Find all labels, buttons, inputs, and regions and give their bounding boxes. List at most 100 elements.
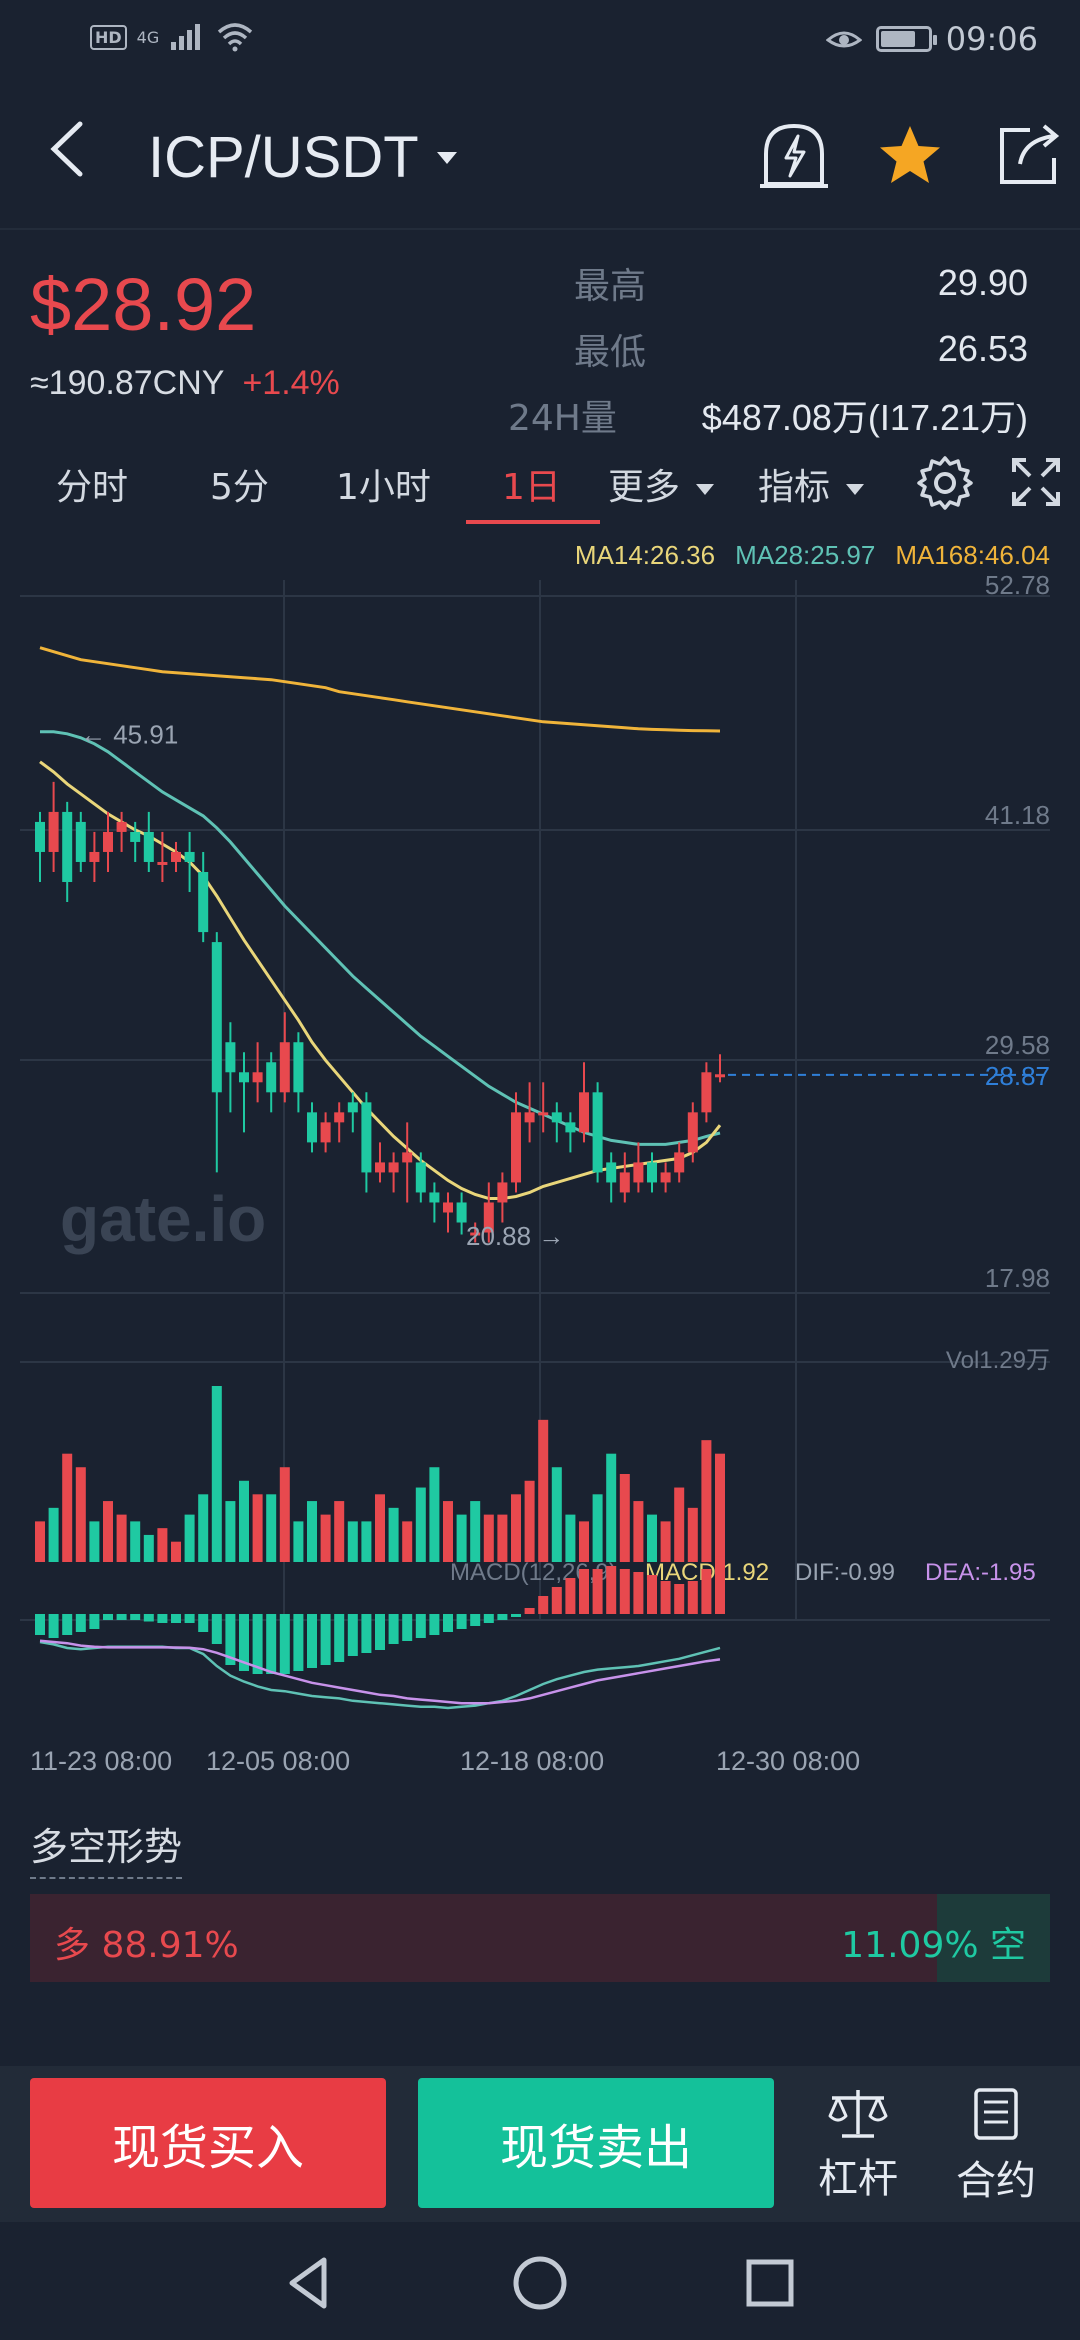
stat-value: 29.90 [937,262,1028,303]
candle-body [415,1162,426,1193]
volume-bar [443,1501,453,1562]
signal-icon [171,24,201,50]
stat-value: $487.08万(I17.21万) [701,397,1028,438]
candle-body [402,1152,413,1163]
candle-body [592,1092,603,1173]
candle-body [211,942,222,1093]
price-alert-icon[interactable] [756,118,832,194]
macd-bar [524,1608,535,1614]
sentiment-short-label: 11.09% 空 [841,1925,1026,1966]
candle-body [171,851,181,862]
macd-bar [252,1614,263,1674]
volume-bar [35,1521,45,1562]
spot-sell-button[interactable]: 现货卖出 [418,2078,774,2208]
nav-recents-icon[interactable] [735,2248,805,2318]
back-arrow-icon[interactable] [40,114,100,184]
volume-bar [524,1480,535,1562]
candle-body [279,1042,290,1093]
candle-body [198,871,209,933]
ma14-line [39,760,722,1200]
macd-bar [375,1614,385,1650]
candle-body [687,1112,698,1153]
volume-bar [225,1501,236,1562]
dea-line [39,1639,721,1705]
volume-bar [48,1507,59,1562]
contract-button[interactable]: 合约 [936,2086,1056,2206]
star-icon[interactable] [872,118,948,194]
macd-bar [674,1584,685,1614]
nav-back-icon[interactable] [274,2248,344,2318]
price-tick-label: 29.58 [985,1030,1050,1060]
macd-bar [660,1581,671,1614]
candle-body [184,851,195,862]
volume-bar [75,1467,86,1562]
macd-bar [456,1614,467,1629]
tab-1hour[interactable]: 1小时 [336,467,431,508]
candle-body [647,1162,657,1183]
candle-body [130,831,141,842]
macd-bar [293,1614,304,1671]
macd-bar [184,1614,195,1623]
candle-body [674,1152,685,1173]
macd-bar [62,1614,73,1635]
share-icon[interactable] [990,118,1066,194]
tab-1day[interactable]: 1日 [502,467,561,508]
ma14-legend: MA14:26.36 [574,540,716,570]
candle-body [483,1202,494,1233]
spot-buy-button[interactable]: 现货买入 [30,2078,386,2208]
candle-body [443,1202,453,1213]
volume-bar [157,1528,168,1562]
macd-bar [239,1614,249,1671]
candle-body [619,1172,630,1193]
candle-body [334,1112,345,1123]
price-tick-label: 41.18 [985,800,1050,830]
last-price-label: 28.87 [985,1061,1050,1091]
candle-body [320,1122,331,1143]
volume-bar [470,1501,481,1562]
nav-home-icon[interactable] [505,2248,575,2318]
candle-body [551,1112,562,1123]
fullscreen-icon[interactable] [1010,456,1062,508]
volume-bar [198,1494,209,1562]
macd-bar [307,1614,317,1668]
candle-body [375,1162,385,1173]
macd-bar [279,1614,290,1674]
stat-label: 最高 [574,266,647,307]
sentiment-title[interactable]: 多空形势 [30,1816,183,1879]
candle-body [35,821,45,852]
volume-bar [511,1494,521,1562]
price-change: +1.4% [242,364,340,402]
macd-bar [103,1614,113,1620]
volume-bar [674,1487,685,1562]
time-axis-label: 12-30 08:00 [716,1746,860,1776]
tab-indicators[interactable]: 指标 [758,458,865,510]
tab-more[interactable]: 更多 [608,458,715,510]
eye-icon [825,31,862,48]
leverage-label: 杠杆 [818,2156,898,2202]
macd-bar [320,1614,331,1665]
volume-bar [375,1494,385,1562]
hd-icon: HD [90,24,127,50]
macd-bar [211,1614,222,1644]
status-bar: HD 4G 09:06 [0,0,1080,84]
price-tick-label: 17.98 [985,1263,1050,1293]
tab-timeshare[interactable]: 分时 [56,467,129,508]
tab-5min[interactable]: 5分 [210,467,269,508]
volume-bar [89,1521,100,1562]
document-icon [974,2088,1018,2140]
leverage-button[interactable]: 杠杆 [798,2086,918,2204]
volume-bar [320,1514,331,1562]
macd-bar [334,1614,345,1662]
cny-price: ≈190.87CNY [30,364,225,402]
volume-bar [347,1521,358,1562]
header: ICP/USDT [0,84,1080,230]
tab-indicators-label: 指标 [758,467,831,508]
pair-selector[interactable]: ICP/USDT [148,124,457,191]
gear-icon[interactable] [916,454,974,512]
candle-body [252,1072,263,1083]
kline-chart[interactable]: MA14:26.36 MA28:25.97 MA168:46.04 52.78 4… [0,540,1080,1780]
volume-bar [483,1514,494,1562]
candle-body [701,1072,712,1113]
network-label: 4G [136,27,160,47]
volume-bar [211,1386,222,1562]
